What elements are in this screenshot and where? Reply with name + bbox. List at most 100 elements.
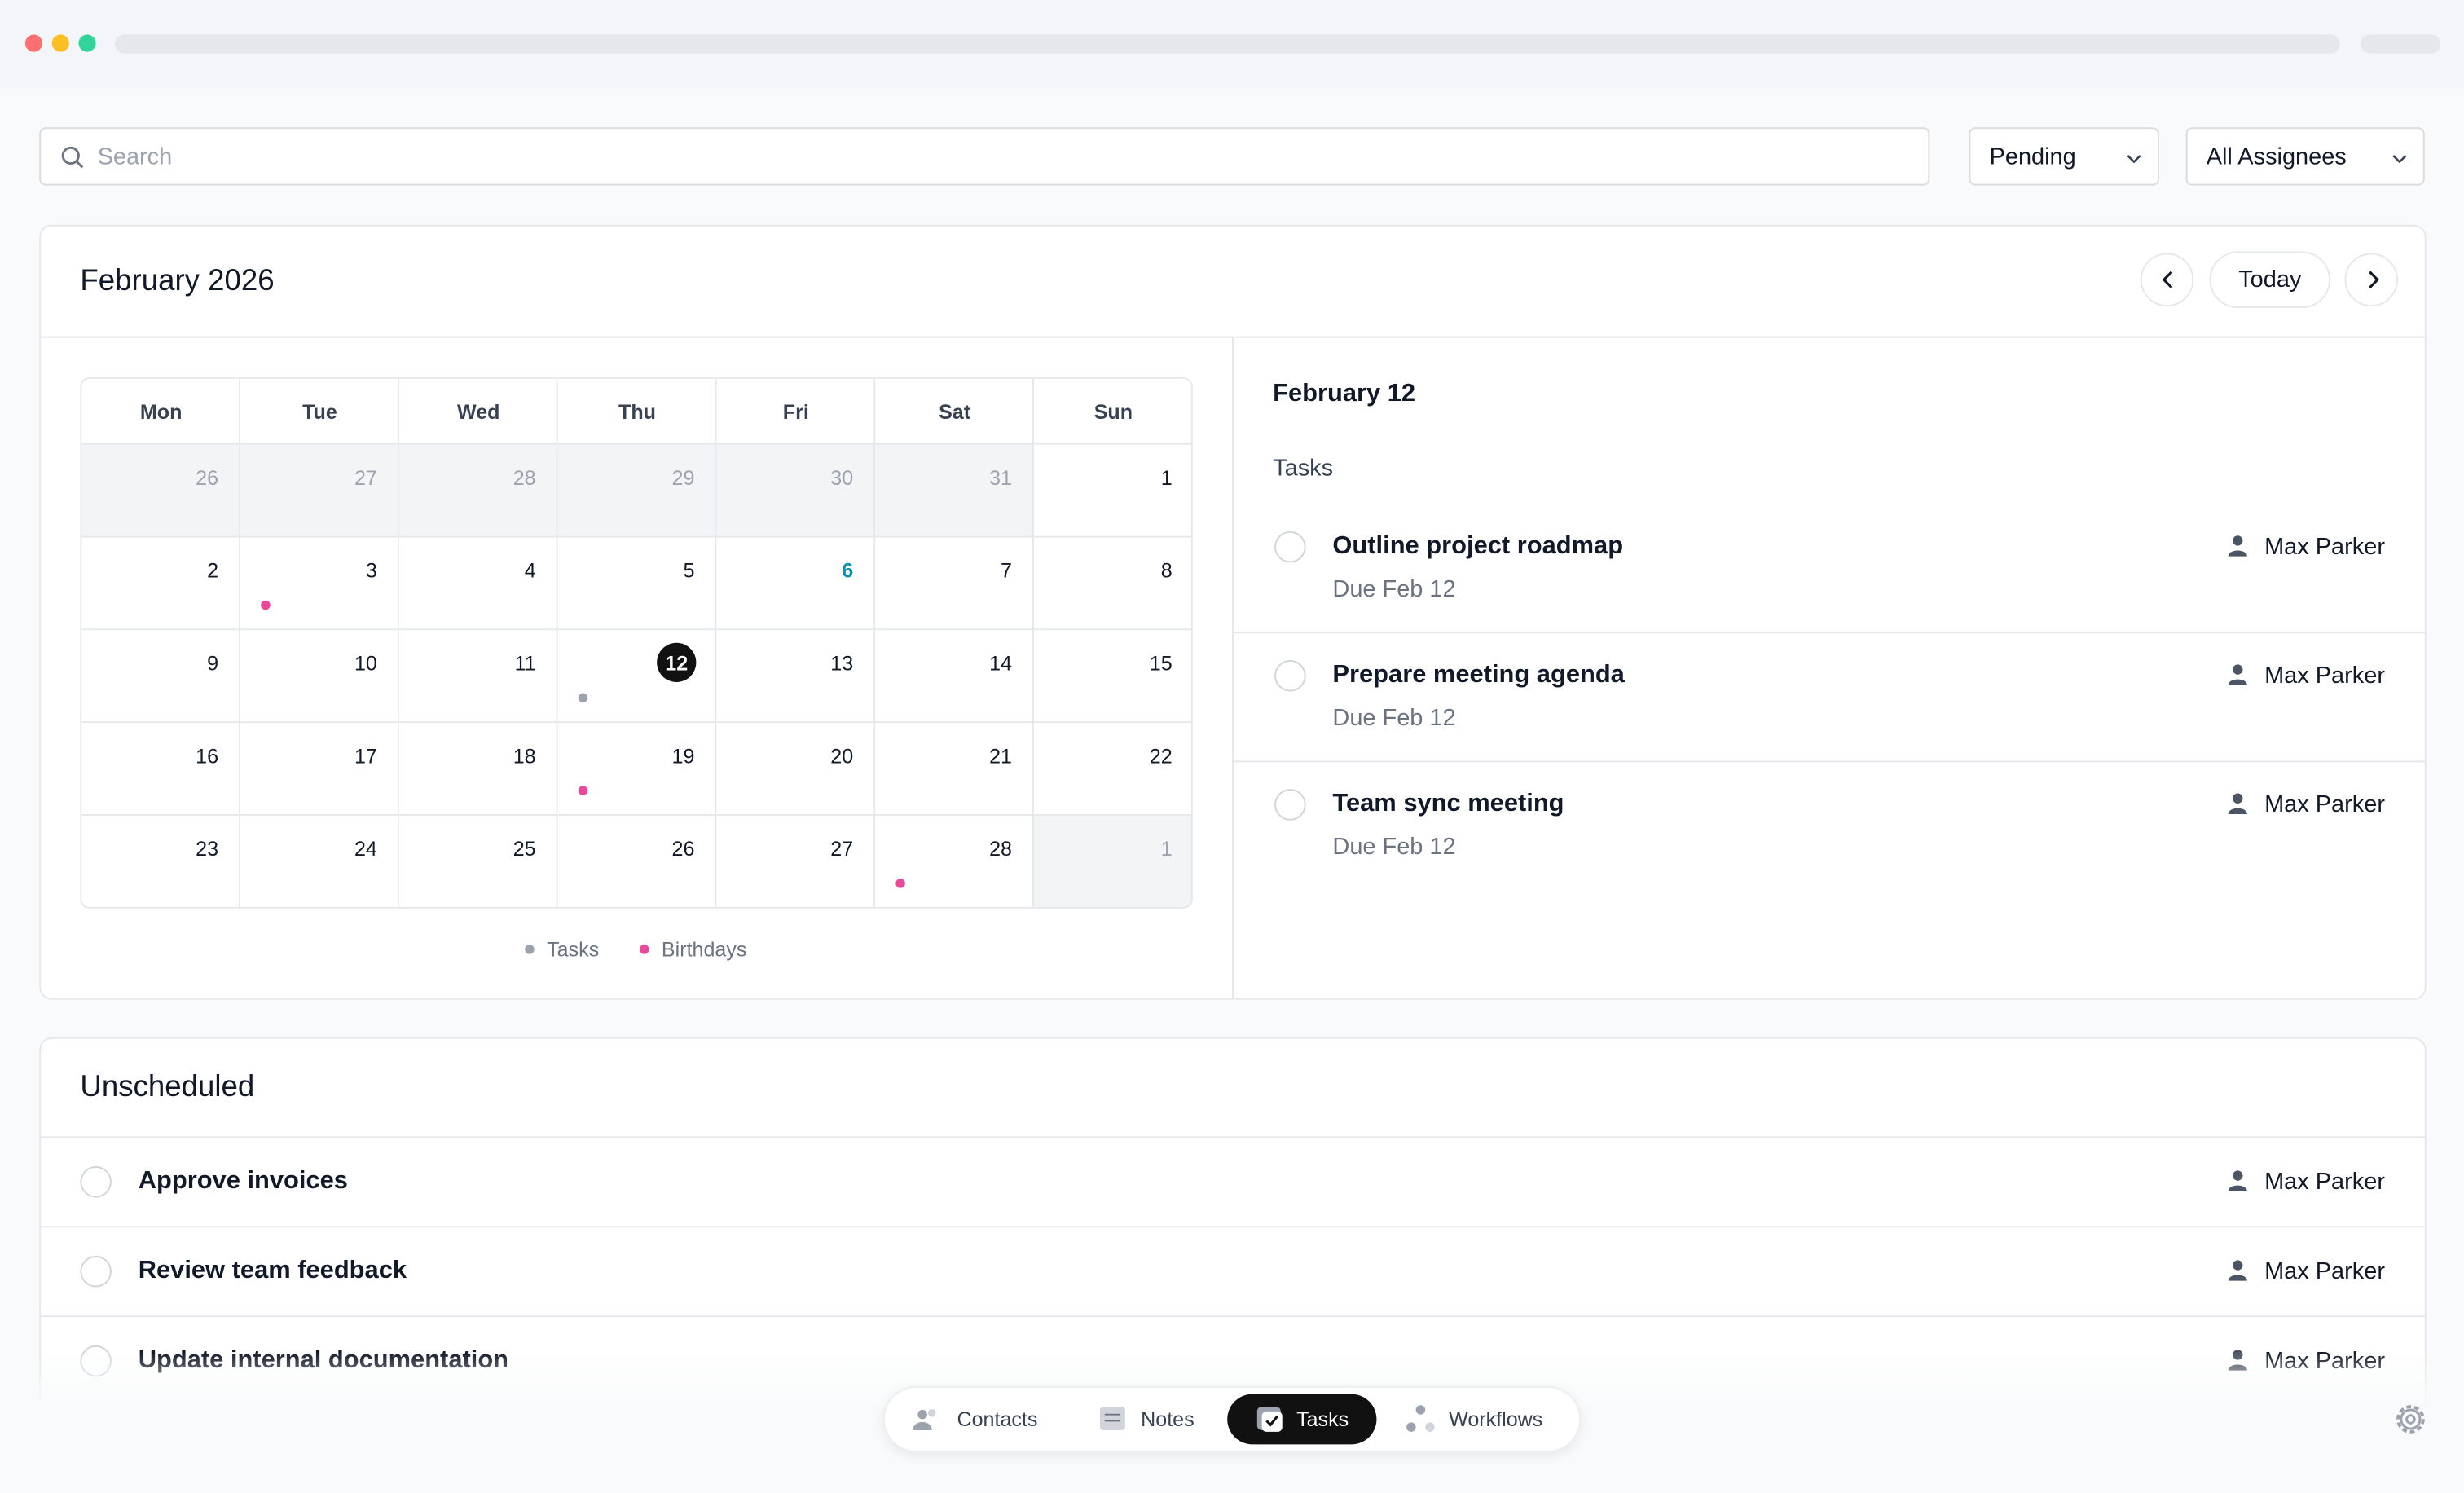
- weekday-label: Sun: [1093, 399, 1133, 424]
- day-cell[interactable]: 29: [557, 444, 717, 538]
- day-cell[interactable]: 28: [875, 815, 1034, 907]
- calendar-title: February 2026: [80, 264, 275, 298]
- divider: [41, 1226, 2425, 1228]
- close-dot[interactable]: [24, 34, 43, 52]
- day-number: 29: [671, 465, 695, 490]
- divider: [1231, 337, 1234, 998]
- day-number: 20: [830, 744, 854, 769]
- legend-dot: [639, 945, 649, 954]
- day-cell[interactable]: 9: [81, 630, 241, 724]
- day-cell[interactable]: 20: [716, 723, 876, 816]
- day-cell[interactable]: 3: [240, 537, 399, 631]
- day-number: 15: [1149, 651, 1173, 676]
- person-icon: [2228, 793, 2247, 814]
- unscheduled-title: Unscheduled: [80, 1071, 255, 1104]
- divider: [1233, 760, 2425, 763]
- address-bar[interactable]: [114, 34, 2340, 54]
- task-checkbox[interactable]: [1274, 659, 1306, 692]
- day-cell[interactable]: 2: [81, 537, 241, 631]
- day-cell[interactable]: 6: [716, 537, 876, 631]
- day-cell[interactable]: 30: [716, 444, 876, 538]
- settings-button[interactable]: [2391, 1400, 2429, 1438]
- day-number: 12: [665, 651, 689, 676]
- day-number: 30: [830, 465, 854, 490]
- day-number: 11: [514, 651, 536, 676]
- nav-item[interactable]: Workflows: [1449, 1407, 1543, 1431]
- day-cell[interactable]: 16: [81, 723, 241, 816]
- task-checkbox[interactable]: [80, 1165, 112, 1198]
- day-cell[interactable]: 13: [716, 630, 876, 724]
- day-cell[interactable]: 4: [398, 537, 558, 631]
- day-number: 1: [1160, 836, 1173, 861]
- divider: [41, 336, 2425, 338]
- day-cell[interactable]: 17: [240, 723, 399, 816]
- search-box[interactable]: Search: [39, 127, 1930, 186]
- birthday-dot: [895, 879, 905, 888]
- task-dot: [578, 693, 588, 703]
- day-cell[interactable]: 27: [716, 815, 876, 907]
- day-number: 23: [196, 836, 219, 861]
- selected-day-title: February 12: [1273, 380, 1416, 407]
- task-title: Approve invoices: [138, 1167, 348, 1195]
- nav-item[interactable]: Notes: [1141, 1407, 1195, 1431]
- task-assignee: Max Parker: [2264, 1168, 2385, 1196]
- day-number: 8: [1160, 558, 1173, 583]
- day-cell[interactable]: 5: [557, 537, 717, 631]
- day-cell[interactable]: 18: [398, 723, 558, 816]
- day-cell[interactable]: 7: [875, 537, 1034, 631]
- day-cell[interactable]: 1: [1033, 444, 1191, 538]
- legend-label: Birthdays: [661, 937, 747, 962]
- day-cell[interactable]: 14: [875, 630, 1034, 724]
- day-cell[interactable]: 12: [557, 630, 717, 724]
- person-icon: [2228, 664, 2247, 685]
- day-cell[interactable]: 27: [240, 444, 399, 538]
- assignee-filter[interactable]: All Assignees: [2185, 127, 2425, 186]
- today-button[interactable]: Today: [2209, 251, 2331, 308]
- today-label: Today: [2238, 266, 2302, 293]
- day-cell[interactable]: 15: [1033, 630, 1191, 724]
- prev-month-button[interactable]: [2140, 253, 2194, 307]
- minimize-dot[interactable]: [51, 34, 69, 52]
- day-number: 22: [1149, 744, 1173, 769]
- day-cell[interactable]: 23: [81, 815, 241, 907]
- day-cell[interactable]: 26: [81, 444, 241, 538]
- weekday-header: Tue: [240, 378, 399, 445]
- weekday-header: Thu: [557, 378, 717, 445]
- task-checkbox[interactable]: [80, 1255, 112, 1288]
- nav-item[interactable]: Tasks: [1296, 1407, 1349, 1431]
- maximize-dot[interactable]: [78, 34, 96, 52]
- chevron-left: [2162, 271, 2173, 289]
- next-month-button[interactable]: [2344, 253, 2398, 307]
- day-cell[interactable]: 21: [875, 723, 1034, 816]
- day-number: 14: [989, 651, 1012, 676]
- task-due: Due Feb 12: [1332, 834, 1456, 861]
- day-cell[interactable]: 26: [557, 815, 717, 907]
- day-cell[interactable]: 22: [1033, 723, 1191, 816]
- day-cell[interactable]: 8: [1033, 537, 1191, 631]
- person-icon: [2228, 1170, 2247, 1191]
- day-number: 9: [207, 651, 219, 676]
- day-cell[interactable]: 11: [398, 630, 558, 724]
- task-checkbox[interactable]: [1274, 531, 1306, 563]
- status-filter[interactable]: Pending: [1969, 127, 2159, 186]
- weekday-label: Sat: [939, 399, 971, 424]
- search-icon: [61, 146, 84, 169]
- day-number: 19: [671, 744, 695, 769]
- day-cell[interactable]: 24: [240, 815, 399, 907]
- day-cell[interactable]: 25: [398, 815, 558, 907]
- day-cell[interactable]: 31: [875, 444, 1034, 538]
- task-assignee: Max Parker: [2264, 533, 2385, 561]
- day-number: 1: [1160, 465, 1173, 490]
- toolbar-pill[interactable]: [2360, 34, 2441, 54]
- task-checkbox[interactable]: [1274, 789, 1306, 821]
- day-cell[interactable]: 28: [398, 444, 558, 538]
- nav-item[interactable]: Contacts: [957, 1407, 1038, 1431]
- day-cell[interactable]: 10: [240, 630, 399, 724]
- day-cell[interactable]: 1: [1033, 815, 1191, 907]
- legend-dot: [525, 945, 535, 954]
- day-number: 28: [989, 836, 1012, 861]
- day-number: 24: [354, 836, 377, 861]
- chevron-right: [2369, 271, 2380, 289]
- day-number: 27: [354, 465, 377, 490]
- day-cell[interactable]: 19: [557, 723, 717, 816]
